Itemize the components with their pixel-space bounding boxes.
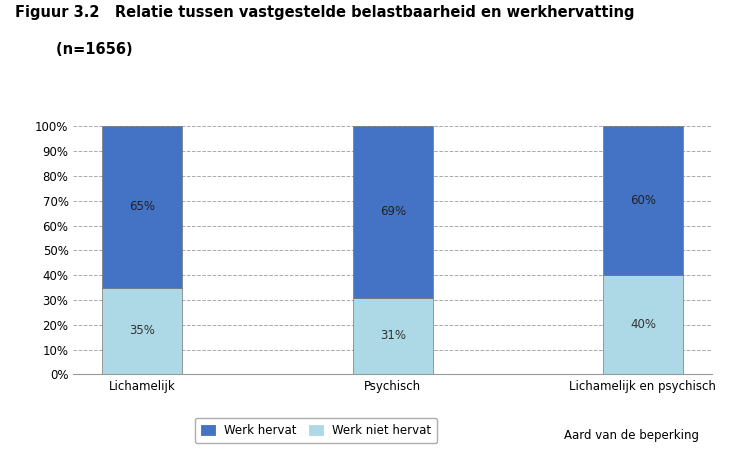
Text: 40%: 40% <box>630 318 656 331</box>
Bar <box>103 126 183 287</box>
Text: 60%: 60% <box>630 194 656 207</box>
Text: (n=1656): (n=1656) <box>15 42 132 57</box>
Text: 69%: 69% <box>379 205 406 219</box>
Text: Aard van de beperking: Aard van de beperking <box>564 429 700 442</box>
Bar <box>603 126 683 275</box>
Text: 65%: 65% <box>129 200 156 213</box>
Bar <box>352 126 433 298</box>
Text: Figuur 3.2   Relatie tussen vastgestelde belastbaarheid en werkhervatting: Figuur 3.2 Relatie tussen vastgestelde b… <box>15 5 634 20</box>
Legend: Werk hervat, Werk niet hervat: Werk hervat, Werk niet hervat <box>195 418 437 443</box>
Bar <box>352 298 433 374</box>
Text: 31%: 31% <box>379 329 406 343</box>
Text: 35%: 35% <box>129 324 156 337</box>
Bar <box>103 287 183 374</box>
Bar <box>603 275 683 374</box>
